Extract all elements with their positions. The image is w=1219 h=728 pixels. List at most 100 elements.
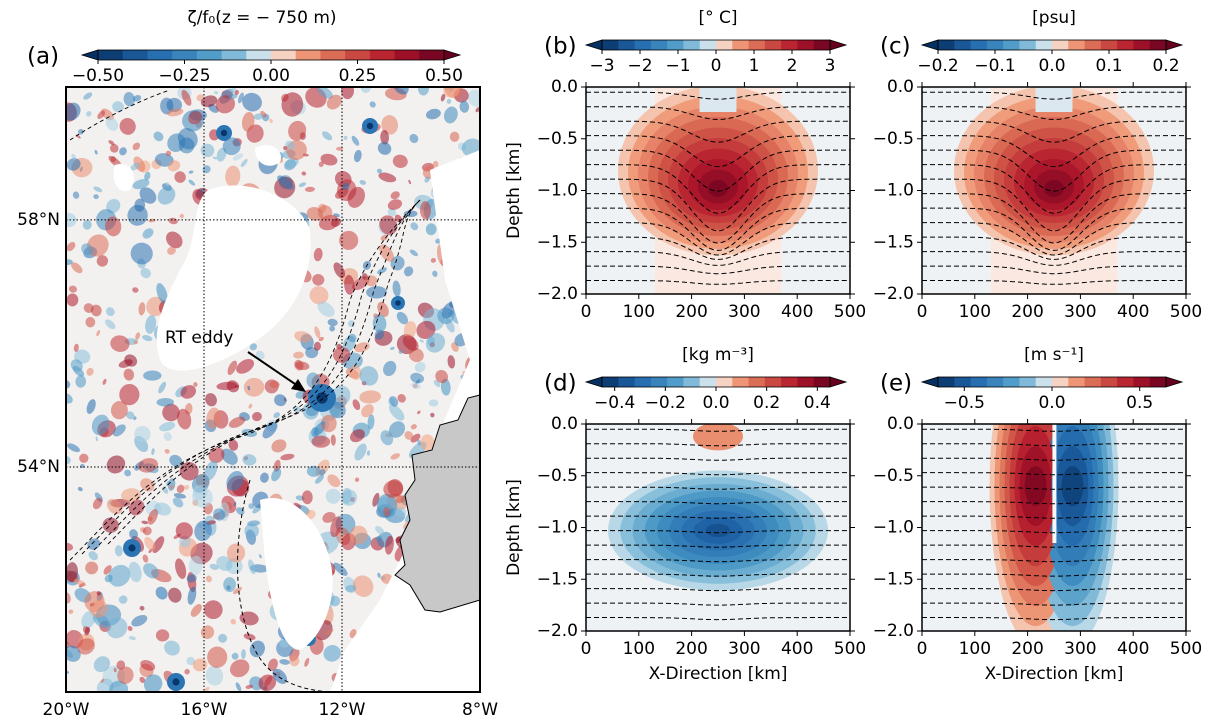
vortex: [145, 315, 157, 334]
contour: [922, 515, 1186, 519]
colorbar-swatch: [419, 50, 445, 60]
vortex: [367, 414, 375, 430]
vortex: [106, 498, 123, 515]
vortex: [253, 113, 264, 120]
vortex: [93, 194, 99, 199]
vortex: [417, 410, 421, 415]
contour: [586, 164, 850, 214]
vortex: [249, 640, 265, 658]
vortex: [359, 390, 382, 404]
vortex: [130, 242, 153, 265]
y-tick-label: 54°N: [17, 457, 60, 477]
vortex: [281, 93, 289, 102]
vortex: [75, 375, 87, 388]
vortex: [443, 87, 460, 98]
arrow-head: [291, 379, 306, 392]
vortex: [152, 536, 165, 553]
vortex: [106, 198, 121, 214]
vortex: [179, 462, 199, 481]
vortex: [352, 399, 361, 411]
colorbar-tick-label: 0.2: [1152, 56, 1179, 76]
x-tick-label: 200: [675, 302, 707, 322]
vortex: [226, 470, 244, 491]
vortex: [354, 342, 370, 353]
vortex: [110, 400, 128, 420]
vortex: [175, 558, 187, 579]
vortex: [321, 414, 337, 433]
vortex: [306, 465, 321, 477]
vortex: [179, 213, 184, 219]
vortex: [348, 333, 357, 343]
colorbar-swatch: [650, 377, 668, 387]
colorbar-extend: [920, 376, 939, 388]
vortex: [86, 111, 92, 117]
vortex: [351, 135, 360, 146]
vortex: [128, 499, 145, 516]
vortex: [354, 477, 360, 482]
vortex: [165, 150, 172, 156]
vortex: [121, 488, 141, 503]
vortex: [102, 378, 107, 385]
vortex: [264, 675, 273, 687]
vortex: [419, 339, 424, 343]
vortex: [142, 554, 149, 563]
vortex: [426, 108, 441, 120]
colorbar-swatch: [764, 40, 782, 50]
vortex: [345, 584, 357, 593]
y-tick-label: −1.5: [537, 232, 578, 252]
vortex: [66, 562, 78, 583]
colorbar-tick-label: 1: [749, 56, 760, 76]
vortex: [71, 262, 83, 274]
vortex: [318, 336, 324, 342]
vortex: [105, 216, 122, 237]
vortex: [271, 439, 287, 453]
colorbar-swatch: [1052, 40, 1069, 50]
vortex: [301, 490, 313, 505]
vortex: [402, 335, 419, 351]
y-tick-label: −0.5: [873, 129, 914, 149]
colorbar-swatch: [320, 50, 346, 60]
vortex: [132, 94, 142, 102]
colorbar-swatch: [221, 50, 247, 60]
colorbar-swatch: [1019, 377, 1037, 387]
contour: [922, 559, 1186, 563]
colorbar-tick-label: −0.25: [158, 66, 210, 86]
vortex: [113, 667, 117, 673]
colorbar-extend: [1165, 376, 1184, 388]
vortex: [440, 93, 446, 102]
vortex: [140, 659, 156, 671]
vortex: [241, 111, 255, 132]
vortex: [269, 118, 273, 124]
contour: [922, 106, 1186, 120]
vortex: [141, 520, 149, 525]
vortex: [164, 448, 170, 454]
eddy-core: [172, 678, 180, 686]
colorbar-swatch: [271, 50, 297, 60]
vortex: [236, 507, 245, 515]
vortex: [293, 406, 301, 413]
colorbar-swatch: [813, 377, 831, 387]
vortex: [378, 172, 397, 183]
vortex: [106, 455, 126, 474]
colorbar-swatch: [394, 50, 420, 60]
colorbar-swatch: [683, 40, 701, 50]
vortex: [126, 411, 135, 420]
vortex: [81, 243, 94, 256]
vortex: [446, 99, 452, 104]
vortex: [289, 655, 300, 667]
vortex: [73, 343, 79, 353]
x-tick-label: 300: [1064, 639, 1096, 659]
vortex: [214, 91, 219, 95]
vortex: [139, 676, 146, 683]
vortex: [154, 502, 172, 516]
vortex: [186, 574, 197, 583]
vortex: [203, 600, 223, 620]
eddy-core: [316, 392, 328, 404]
vortex: [106, 617, 128, 639]
x-tick-label: 0: [917, 302, 928, 322]
isobath: [69, 89, 171, 141]
colorbar-swatch: [667, 377, 684, 387]
colorbar-swatch: [602, 40, 619, 50]
vortex: [162, 403, 180, 422]
colorbar-tick-label: 0.1: [1095, 56, 1122, 76]
